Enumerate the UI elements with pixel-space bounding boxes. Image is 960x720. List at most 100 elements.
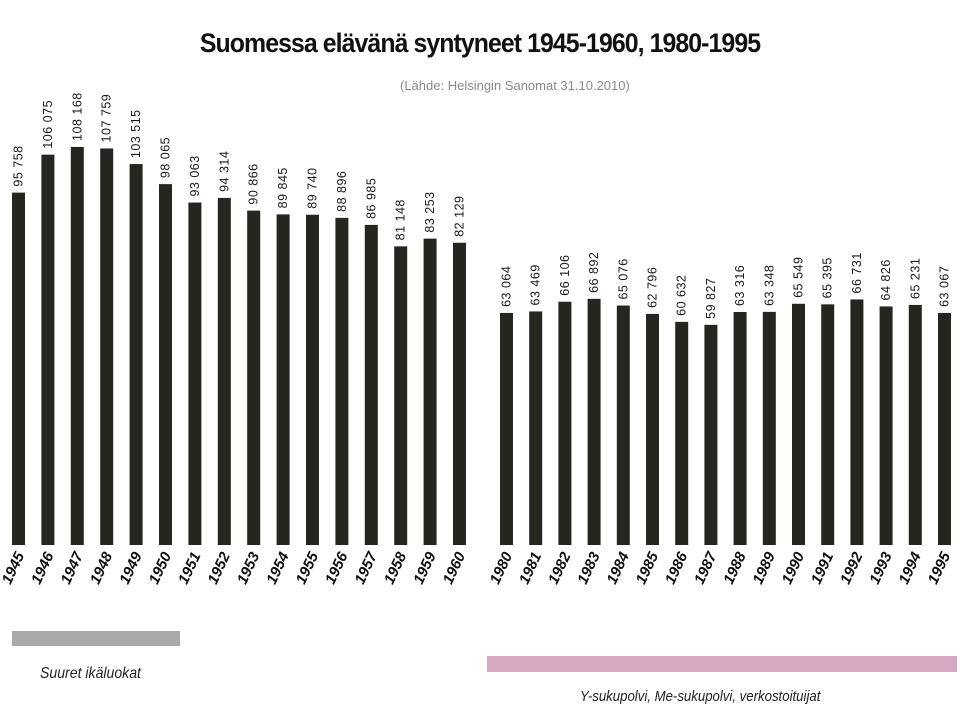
value-label-1980: 63 064	[500, 266, 514, 307]
year-label-1995: 1995	[925, 549, 955, 587]
value-label-1945: 95 758	[12, 145, 26, 186]
year-label-1989: 1989	[749, 549, 779, 587]
year-label-1981: 1981	[516, 550, 546, 587]
value-label-1959: 83 253	[423, 191, 437, 232]
year-label-1992: 1992	[837, 549, 867, 587]
bar-1990	[792, 303, 805, 545]
bar-1958	[394, 246, 408, 545]
chart-source: (Lähde: Helsingin Sanomat 31.10.2010)	[400, 78, 630, 93]
bar-1946	[41, 154, 55, 546]
year-label-1955: 1955	[293, 549, 323, 587]
year-label-1958: 1958	[381, 549, 411, 587]
bar-1993	[879, 306, 893, 545]
bar-1949	[129, 164, 143, 545]
bar-1991	[821, 304, 835, 545]
year-label-1988: 1988	[720, 549, 750, 587]
bar-1945	[12, 192, 25, 545]
group-band-1	[12, 631, 180, 646]
year-label-1984: 1984	[603, 549, 633, 587]
year-label-1980: 1980	[487, 549, 517, 587]
year-label-1993: 1993	[866, 549, 896, 587]
bar-1947	[70, 146, 84, 545]
year-label-1947: 1947	[57, 549, 87, 587]
bar-1994	[908, 304, 922, 545]
value-label-1986: 60 632	[675, 275, 689, 316]
value-label-1949: 103 515	[129, 109, 143, 158]
bar-1983	[587, 298, 601, 545]
year-label-1950: 1950	[146, 549, 176, 587]
year-label-1952: 1952	[204, 549, 234, 587]
bar-1985	[646, 313, 659, 545]
year-label-1990: 1990	[779, 549, 809, 587]
year-label-1959: 1959	[410, 549, 440, 587]
year-label-1948: 1948	[87, 549, 117, 587]
value-label-1952: 94 314	[217, 151, 231, 192]
value-label-1994: 65 231	[908, 258, 922, 299]
bar-1987	[704, 324, 718, 545]
bar-1954	[276, 214, 290, 545]
value-label-1948: 107 759	[100, 94, 114, 143]
value-label-1957: 86 985	[364, 178, 378, 219]
group-band-2	[487, 656, 957, 672]
value-label-1990: 65 549	[792, 257, 806, 298]
bar-1981	[529, 311, 543, 545]
value-label-1982: 66 106	[558, 254, 572, 295]
value-label-1951: 93 063	[188, 155, 202, 196]
value-label-1960: 82 129	[453, 196, 467, 237]
year-label-1987: 1987	[691, 549, 721, 587]
year-label-1956: 1956	[322, 549, 352, 587]
year-label-1985: 1985	[633, 549, 663, 587]
value-label-1983: 66 892	[587, 252, 601, 293]
value-label-1991: 65 395	[821, 257, 835, 298]
bar-1959	[423, 238, 437, 545]
caption-y-sukupolvi: Y-sukupolvi, Me-sukupolvi, verkostoituij…	[580, 688, 821, 705]
year-label-1957: 1957	[351, 549, 381, 587]
bar-1960	[453, 242, 466, 546]
bar-1950	[159, 184, 172, 546]
bar-1957	[364, 224, 378, 545]
bar-1953	[247, 210, 261, 546]
year-label-1994: 1994	[895, 549, 925, 587]
value-label-1981: 63 469	[529, 264, 543, 305]
bar-1951	[188, 202, 202, 546]
chart-title: Suomessa elävänä syntyneet 1945-1960, 19…	[199, 28, 761, 58]
value-label-1950: 98 065	[159, 137, 173, 178]
year-label-1945: 1945	[0, 549, 28, 587]
year-label-1982: 1982	[545, 549, 575, 587]
year-label-1960: 1960	[440, 549, 470, 587]
year-label-1951: 1951	[175, 550, 205, 587]
bar-1956	[335, 217, 349, 545]
bar-1989	[762, 311, 776, 545]
year-label-1983: 1983	[574, 549, 604, 587]
bar-1980	[500, 312, 513, 545]
value-label-1987: 59 827	[704, 278, 718, 319]
year-label-1953: 1953	[234, 549, 264, 587]
bar-1986	[675, 321, 689, 545]
bar-1982	[558, 301, 572, 545]
value-label-1985: 62 796	[646, 267, 660, 308]
year-label-1946: 1946	[28, 549, 58, 587]
bar-1988	[733, 311, 747, 545]
year-label-1986: 1986	[662, 549, 692, 587]
bar-1992	[850, 299, 864, 545]
value-label-1956: 88 896	[335, 171, 349, 212]
caption-suuret-ikaluokat: Suuret ikäluokat	[40, 665, 141, 682]
bar-1995	[938, 312, 951, 545]
bar-1984	[616, 305, 630, 545]
value-label-1955: 89 740	[306, 168, 320, 209]
value-label-1989: 63 348	[762, 265, 776, 306]
year-label-1949: 1949	[116, 549, 146, 587]
bar-1948	[100, 148, 114, 545]
value-label-1946: 106 075	[41, 100, 55, 149]
value-label-1958: 81 148	[394, 199, 408, 240]
value-label-1953: 90 866	[247, 163, 261, 204]
value-label-1954: 89 845	[276, 167, 290, 208]
bar-1955	[306, 214, 319, 545]
value-label-1984: 65 076	[616, 258, 630, 299]
value-label-1995: 63 067	[938, 266, 952, 307]
bar-1952	[217, 197, 231, 545]
value-label-1992: 66 731	[850, 252, 864, 293]
value-label-1988: 63 316	[733, 265, 747, 306]
year-label-1954: 1954	[263, 549, 293, 587]
